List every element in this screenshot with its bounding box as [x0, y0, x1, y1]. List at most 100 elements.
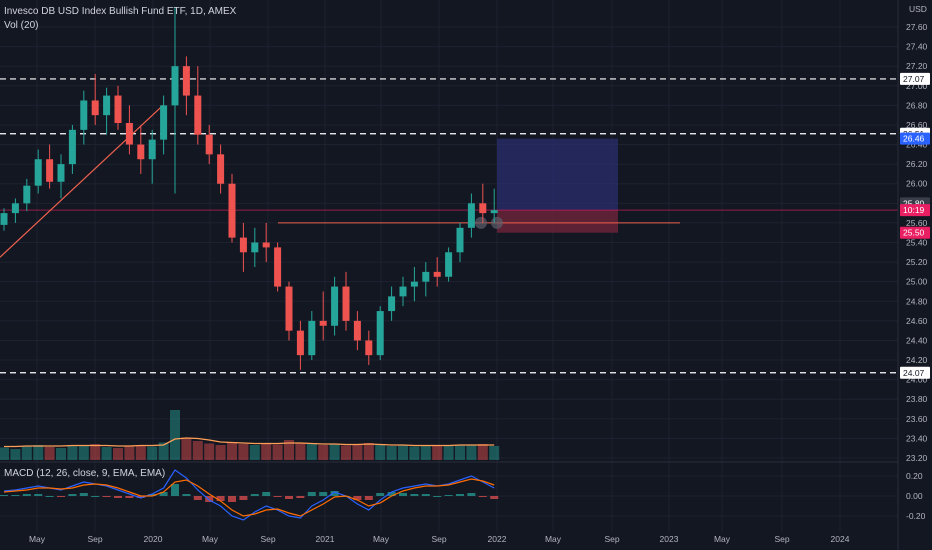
price-tick-label: 25.40 — [906, 238, 928, 248]
macd-histogram-bar — [399, 493, 407, 496]
price-badge — [900, 132, 930, 145]
volume-bar — [295, 442, 306, 460]
time-axis: May Sep 2020 May Sep 2021 May Sep 2022 May Sep 2023… — [29, 534, 850, 544]
price-badge — [900, 72, 930, 85]
candle-body — [80, 100, 88, 130]
macd-tick-label: -0.20 — [906, 511, 926, 521]
candle-body — [285, 286, 293, 331]
macd-histogram-bar — [273, 496, 282, 497]
volume-bar — [56, 448, 66, 460]
macd-tick-label: 0.00 — [906, 491, 923, 501]
candle-body — [399, 286, 407, 297]
price-tick-label: 26.60 — [906, 120, 928, 130]
macd-histogram-bar — [421, 494, 430, 496]
price-tick-label: 24.80 — [906, 296, 928, 306]
volume-bar — [78, 446, 89, 460]
candle-body — [194, 95, 202, 135]
volume-bar — [204, 443, 215, 460]
candle-body — [456, 227, 464, 253]
candle-body — [331, 286, 339, 326]
macd-pane — [0, 469, 499, 521]
macd-histogram-bar — [91, 496, 100, 497]
macd-histogram-bar — [364, 496, 373, 500]
candle-body — [205, 134, 213, 155]
volume-bar — [466, 445, 477, 460]
macd-histogram-bar — [57, 496, 65, 497]
macd-histogram-bar — [250, 494, 259, 496]
candle-body — [68, 129, 76, 165]
macd-histogram-bar — [330, 491, 339, 496]
macd-histogram-bar — [148, 494, 157, 496]
stop-zone — [497, 210, 618, 233]
volume-bar — [44, 447, 55, 460]
candle-body — [239, 237, 247, 253]
macd-histogram-bar — [376, 493, 385, 496]
time-tick-label: Sep — [431, 534, 446, 544]
macd-histogram-bar — [193, 496, 202, 500]
time-tick-label: May — [714, 534, 731, 544]
price-tick-label: 26.00 — [906, 179, 928, 189]
macd-histogram-bar — [182, 494, 191, 496]
candles — [0, 7, 498, 370]
price-badge-label: 26.46 — [903, 134, 925, 144]
candle-body — [57, 164, 65, 182]
price-tick-label: 24.00 — [906, 375, 928, 385]
target-zone — [497, 138, 618, 211]
volume-bar — [21, 446, 32, 460]
macd-histogram-bar — [114, 496, 122, 498]
price-tick-label: 24.40 — [906, 335, 928, 345]
volume-bar — [227, 442, 237, 460]
price-tick-label: 27.20 — [906, 61, 928, 71]
price-tick-label: 23.80 — [906, 394, 928, 404]
time-tick-label: Sep — [87, 534, 102, 544]
price-tick-label: 27.60 — [906, 22, 928, 32]
volume-bar — [284, 440, 294, 460]
chart-title: Invesco DB USD Index Bullish Fund ETF, 1… — [4, 6, 237, 17]
volume-bar — [215, 445, 226, 460]
price-badge — [900, 204, 930, 217]
candle-body — [23, 185, 31, 204]
candle-body — [490, 210, 498, 214]
macd-tick-label: 0.20 — [906, 471, 923, 481]
price-tick-label: 23.60 — [906, 414, 928, 424]
touch-marker — [475, 216, 487, 229]
candle-body — [148, 139, 156, 160]
price-tick-label: 25.20 — [906, 257, 928, 267]
macd-histogram-bar — [296, 496, 305, 498]
candle-body — [0, 213, 8, 225]
volume-bar — [341, 445, 351, 460]
macd-histogram-bar — [79, 493, 88, 496]
macd-histogram-bar — [102, 496, 111, 497]
volume-bar — [113, 448, 123, 460]
volume-bar — [432, 446, 443, 460]
volume-label: Vol (20) — [4, 20, 38, 31]
volume-bar — [124, 446, 135, 460]
candle-body — [11, 203, 19, 214]
price-tick-label: 25.60 — [906, 218, 928, 228]
macd-histogram-bar — [239, 496, 248, 500]
volume-bar — [135, 445, 146, 460]
macd-histogram-bar — [410, 494, 419, 496]
macd-histogram-bar — [68, 494, 77, 496]
candle-body — [433, 271, 441, 277]
macd-histogram-bar — [159, 492, 168, 496]
volume-bar — [409, 446, 420, 460]
candle-body — [342, 286, 350, 321]
volume-bar — [352, 444, 363, 460]
time-tick-label: May — [202, 534, 219, 544]
volume-bar — [238, 444, 249, 460]
price-badge-label: 27.07 — [903, 74, 925, 84]
volume-bar — [10, 449, 21, 460]
time-tick-label: May — [29, 534, 46, 544]
candle-body — [445, 252, 453, 277]
price-tick-label: 24.60 — [906, 316, 928, 326]
time-tick-label: May — [373, 534, 390, 544]
candle-body — [217, 154, 225, 184]
candle-body — [467, 203, 475, 228]
macd-histogram-bar — [0, 495, 8, 496]
volume-bar — [318, 445, 329, 460]
time-tick-label: May — [545, 534, 562, 544]
price-badge-label: 10:19 — [903, 205, 925, 215]
